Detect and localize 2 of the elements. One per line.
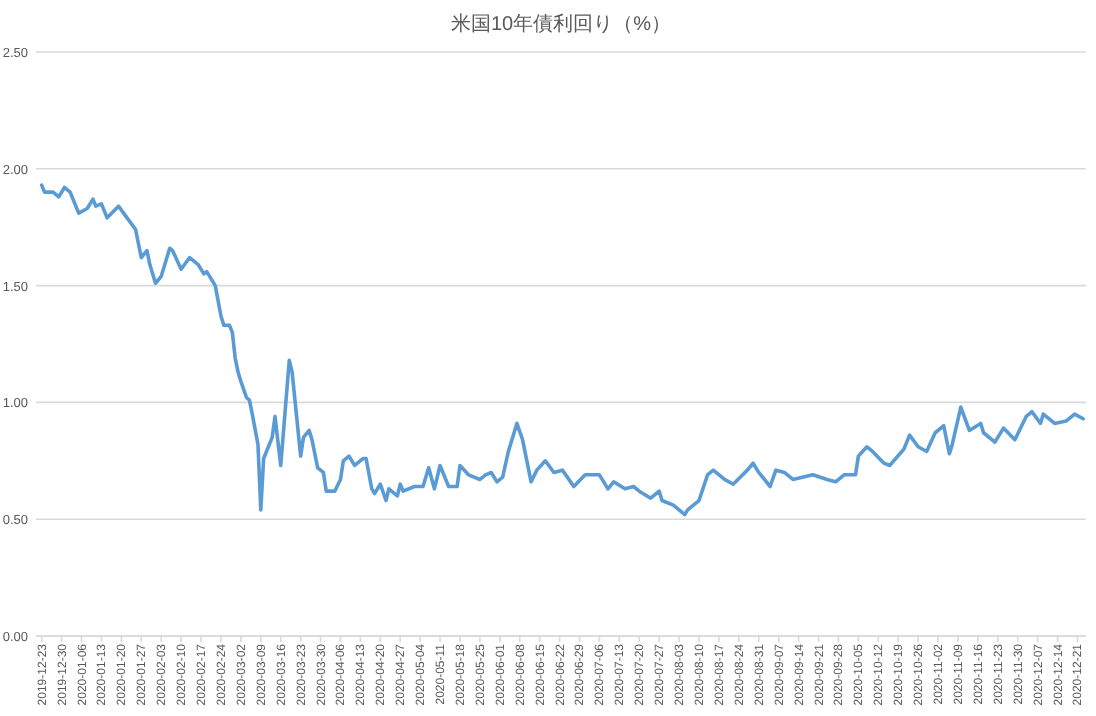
line-series [39, 183, 1085, 517]
chart-title: 米国10年債利回り（%） [450, 12, 672, 36]
